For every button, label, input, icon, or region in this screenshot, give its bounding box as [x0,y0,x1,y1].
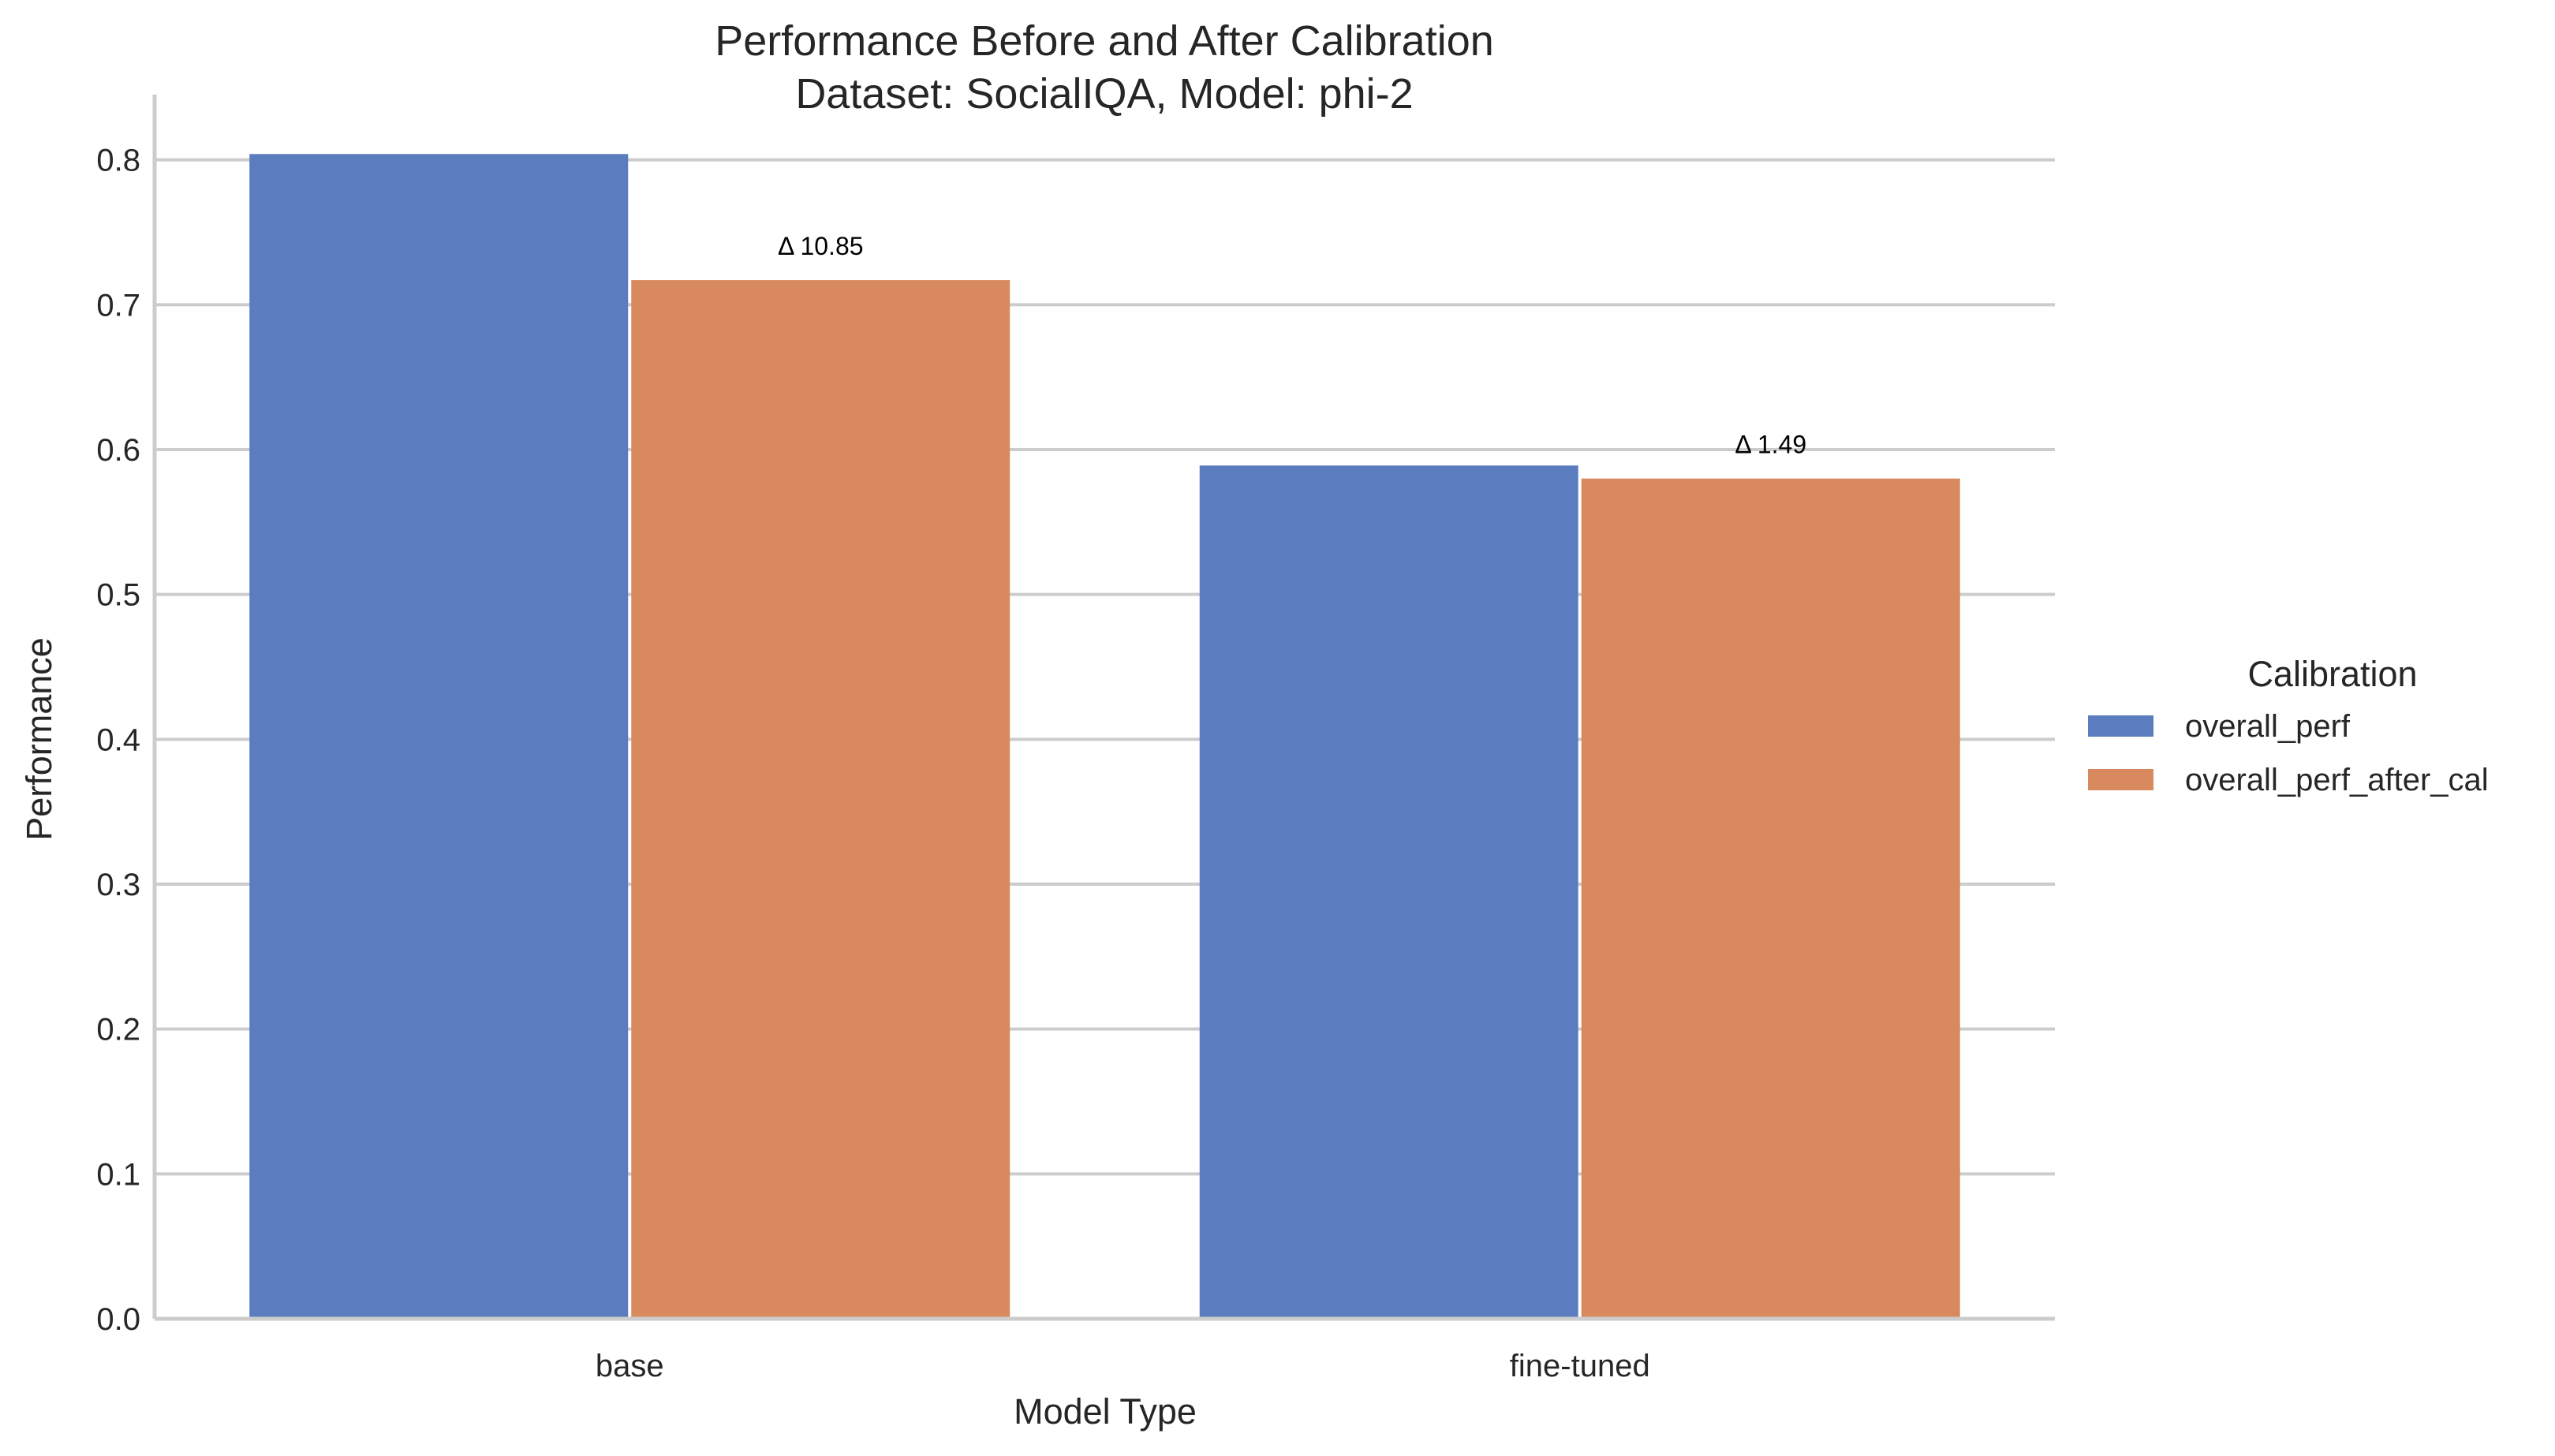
legend-items: overall_perf overall_perf_after_cal [2088,709,2489,797]
delta-annotation: Δ 10.85 [778,232,864,260]
y-tick-label: 0.8 [96,144,140,178]
y-tick-label: 0.4 [96,722,140,757]
y-tick-label: 0.6 [96,433,140,468]
legend: Calibration overall_perf overall_perf_aft… [2088,654,2489,797]
bar [249,154,629,1319]
legend-title: Calibration [2247,654,2417,694]
y-tick-label: 0.2 [96,1013,140,1047]
y-tick-label: 0.1 [96,1157,140,1192]
legend-swatch [2088,715,2153,737]
legend-label: overall_perf_after_cal [2185,763,2489,797]
tick-labels: 0.0 0.1 0.2 0.3 0.4 0.5 0.6 0.7 0.8 base fine-tune… [96,144,1649,1383]
y-tick-label: 0.5 [96,578,140,613]
y-tick-label: 0.7 [96,288,140,323]
legend-swatch [2088,769,2153,790]
bar [1199,465,1578,1320]
x-axis-label: Model Type [1014,1391,1197,1432]
x-tick-label: base [596,1349,664,1383]
bar [1581,478,1960,1319]
annotations: Δ 10.85 Δ 1.49 [778,232,1806,459]
bar [631,280,1010,1320]
x-tick-label: fine-tuned [1510,1349,1650,1383]
legend-label: overall_perf [2185,709,2351,744]
chart-subtitle: Dataset: SocialIQA, Model: phi-2 [795,70,1413,118]
bars [249,154,1960,1320]
y-tick-label: 0.3 [96,868,140,902]
y-tick-label: 0.0 [96,1302,140,1337]
y-axis-label: Performance [19,637,59,841]
delta-annotation: Δ 1.49 [1735,431,1806,459]
chart-title: Performance Before and After Calibration [715,17,1494,65]
axes [152,95,2055,1321]
